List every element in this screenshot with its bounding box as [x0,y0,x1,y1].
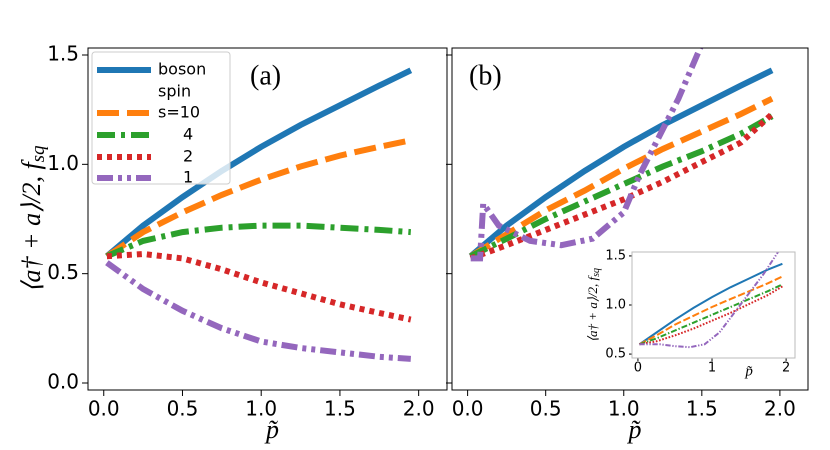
series-line [469,96,774,259]
x-axis-label: p̃ [744,363,753,379]
x-tick-label: 2.0 [403,397,435,421]
y-tick-label: 0.0 [47,370,79,394]
x-tick-label: 2.0 [764,397,796,421]
series-line [639,252,780,349]
x-tick-label: 1.0 [245,397,277,421]
legend-label: 2 [183,147,193,166]
legend-label: 1 [183,168,193,187]
series-line [470,48,704,262]
x-tick-label: 0.0 [88,397,120,421]
x-tick-label: 2 [782,361,790,376]
legend-label: boson [158,60,206,79]
legend-label: s=10 [158,103,200,122]
x-axis-label: p̃ [627,415,642,444]
x-tick-label: 0 [634,361,642,376]
y-axis-label: ⟨a† + a⟩/2, fsq [17,145,49,293]
series-line [638,262,783,346]
y-tick-label: 0.5 [47,260,79,284]
x-tick-label: 1.5 [324,397,356,421]
legend-label: 4 [183,125,193,144]
y-axis-label-main: ⟨a† + a⟩/2, f [17,159,46,293]
series-line [106,250,412,323]
series-line [105,260,411,362]
legend-subtitle: spin [158,82,191,101]
x-tick-label: 0.5 [530,397,562,421]
y-axis-label: ⟨a† + a⟩/2, fsq [585,268,602,342]
x-tick-label: 1 [708,361,716,376]
axes-frame [87,47,448,391]
legend-box [91,51,231,185]
y-axis-label-subscript: sq [591,268,602,277]
y-tick-label: 1.5 [47,41,79,65]
y-tick-label: 1.0 [605,298,626,313]
y-axis-label-main: ⟨a† + a⟩/2, f [585,274,600,342]
x-tick-label: 0.5 [167,397,199,421]
series-line [469,111,775,262]
x-tick-label: 0.0 [452,397,484,421]
y-axis-label-subscript: sq [28,145,49,162]
panel-label: (b) [469,60,502,91]
series-line [468,67,774,259]
series-line [105,222,412,259]
y-tick-label: 1.5 [605,248,626,263]
axes-frame [631,251,796,359]
axes-frame [451,47,809,391]
x-axis-label: p̃ [264,415,279,444]
y-tick-label: 0.5 [605,347,626,362]
series-line [639,285,783,346]
y-tick-label: 1.0 [47,151,79,175]
series-line [639,283,783,346]
series-line [104,67,413,259]
series-line [105,137,412,259]
panel-label: (a) [250,60,281,91]
x-tick-label: 1.5 [686,397,718,421]
series-line [638,275,783,346]
x-tick-label: 1.0 [608,397,640,421]
series-line [469,113,774,259]
